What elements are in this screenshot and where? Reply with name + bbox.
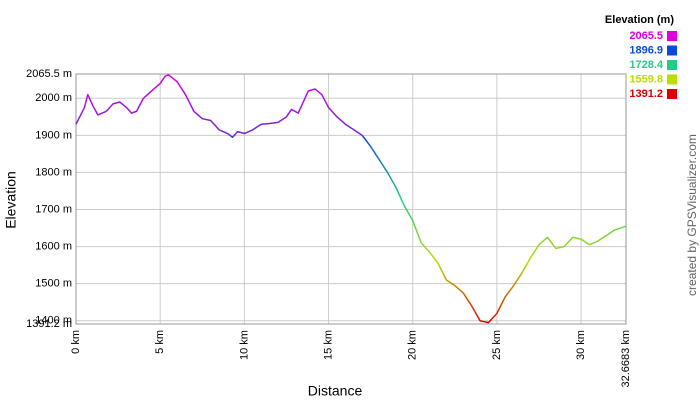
y-tick-label: 2065.5 m <box>26 68 72 80</box>
y-tick-label: 1600 m <box>35 240 72 252</box>
legend-swatch <box>667 89 677 99</box>
legend-value: 1896.9 <box>629 44 663 56</box>
x-tick-label: 20 km <box>407 330 419 360</box>
legend-swatch <box>667 31 677 41</box>
x-tick-label: 30 km <box>575 330 587 360</box>
legend-value: 1391.2 <box>629 88 663 100</box>
legend-swatch <box>667 74 677 85</box>
legend-swatch <box>667 45 677 56</box>
y-tick-label: 1391.2 m <box>26 318 72 330</box>
legend-value: 2065.5 <box>629 30 663 42</box>
x-tick-label: 15 km <box>322 330 334 360</box>
y-tick-label: 1400 m <box>35 315 72 327</box>
legend-title: Elevation (m) <box>605 14 674 26</box>
x-tick-label: 25 km <box>491 330 503 360</box>
y-tick-label: 1700 m <box>35 203 72 215</box>
legend-value: 1728.4 <box>629 59 664 71</box>
elevation-line <box>75 74 627 324</box>
x-tick-label: 32.6683 km <box>620 330 632 387</box>
legend-value: 1559.8 <box>629 73 663 85</box>
plot-frame <box>75 73 627 325</box>
credit: created by GPSVisualizer.com <box>685 134 699 296</box>
x-axis-label: Distance <box>308 383 363 399</box>
y-axis-label: Elevation <box>3 171 19 229</box>
x-tick-label: 10 km <box>238 330 250 360</box>
x-tick-label: 0 km <box>70 330 82 354</box>
legend-swatch <box>667 60 677 70</box>
y-tick-label: 1500 m <box>35 278 72 290</box>
y-tick-label: 1800 m <box>35 166 72 178</box>
y-tick-label: 1900 m <box>35 129 72 141</box>
y-tick-label: 2000 m <box>35 92 72 104</box>
x-tick-label: 5 km <box>154 330 166 354</box>
